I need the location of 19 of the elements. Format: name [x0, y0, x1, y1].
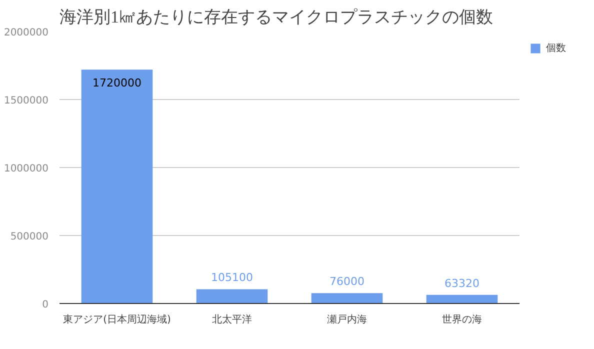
y-tick-label: 500000 [10, 232, 49, 242]
y-tick-label: 2000000 [4, 28, 49, 38]
bar [311, 293, 383, 304]
data-label: 105100 [211, 271, 254, 284]
y-tick-label: 0 [42, 300, 49, 310]
y-tick-label: 1500000 [4, 96, 49, 106]
data-label: 63320 [444, 276, 480, 290]
x-tick-label: 瀬戸内海 [327, 314, 367, 326]
bar [81, 70, 153, 304]
bar [426, 294, 498, 304]
data-label: 1720000 [92, 76, 142, 90]
x-tick-label: 世界の海 [442, 314, 482, 326]
data-label: 76000 [330, 275, 365, 288]
y-tick-label: 1000000 [4, 164, 49, 174]
bar [196, 289, 268, 304]
x-tick-label: 北太平洋 [212, 314, 252, 326]
legend-label: 個数 [546, 42, 566, 55]
chart-title: 海洋別1㎢あたりに存在するマイクロプラスチックの個数 [60, 8, 493, 26]
x-tick-label: 東アジア(日本周辺海域) [63, 314, 171, 326]
